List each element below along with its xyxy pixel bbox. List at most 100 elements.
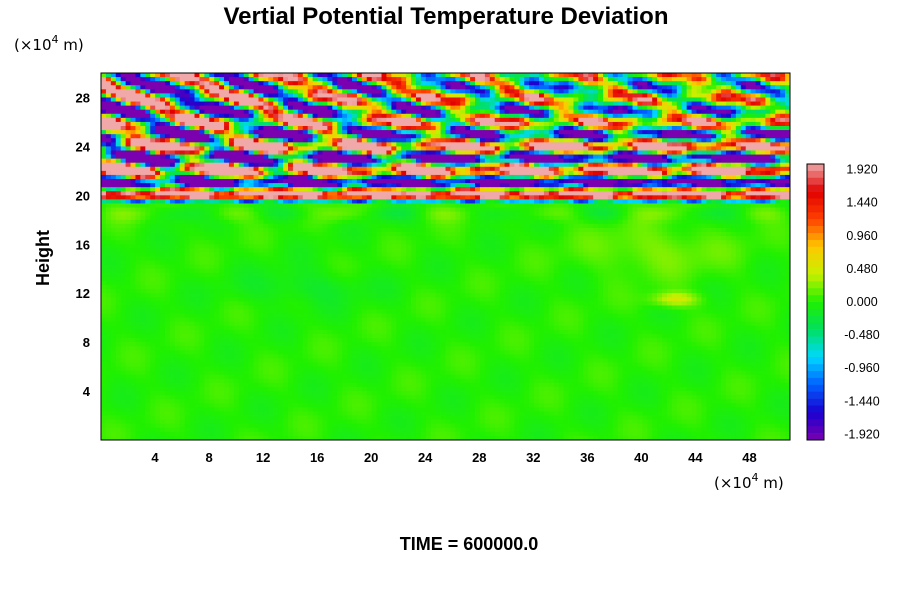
heatmap-cell [686,93,692,98]
heatmap-cell [214,105,220,111]
heatmap-cell [224,134,230,139]
heatmap-cell [371,158,377,164]
heatmap-cell [696,113,702,119]
heatmap-cell [258,150,264,155]
heatmap-cell [568,126,574,131]
heatmap-cell [612,109,619,115]
heatmap-cell [292,101,299,107]
heatmap-cell [258,195,264,200]
heatmap-cell [283,191,289,196]
heatmap-cell [420,77,427,82]
heatmap-cell [391,162,397,168]
heatmap-cell [750,183,756,188]
heatmap-cell [642,97,648,102]
heatmap-cell [706,109,712,115]
heatmap-cell [652,154,658,160]
heatmap-cell [263,166,269,172]
heatmap-cell [199,142,205,147]
heatmap-cell [529,134,535,139]
heatmap-cell [371,113,377,119]
heatmap-cell [775,179,781,184]
heatmap-cell [509,146,515,151]
heatmap-cell [263,146,269,151]
heatmap-cell [730,81,737,86]
heatmap-cell [578,101,584,107]
heatmap-cell [258,105,264,111]
heatmap-cell [706,187,712,192]
heatmap-cell [406,195,412,200]
heatmap-cell [283,85,289,90]
heatmap-cell [740,146,747,151]
heatmap-cell [489,146,496,151]
heatmap-cell [657,134,663,139]
heatmap-cell [593,158,599,164]
heatmap-cell [780,179,786,184]
heatmap-cell [588,126,594,131]
heatmap-cell [780,126,786,131]
heatmap-cell [317,203,323,208]
heatmap-cell [657,93,663,98]
heatmap-cell [233,105,240,111]
heatmap-cell [686,211,692,217]
heatmap-cell [342,203,348,208]
heatmap-cell [238,203,245,208]
heatmap-cell [662,97,668,102]
heatmap-cell [288,146,294,151]
heatmap-cell [450,179,456,184]
heatmap-cell [214,215,220,221]
heatmap-cell [401,73,407,78]
heatmap-cell [278,195,284,200]
heatmap-cell [169,146,176,151]
heatmap-cell [356,77,363,82]
heatmap-cell [371,191,377,196]
heatmap-cell [125,191,131,196]
heatmap-cell [342,134,348,139]
heatmap-cell [194,215,200,221]
heatmap-cell [317,174,323,180]
heatmap-cell [135,150,141,155]
heatmap-cell [120,81,127,86]
heatmap-cell [583,142,589,147]
heatmap-cell [617,109,624,115]
heatmap-cell [327,158,333,164]
heatmap-cell [494,195,501,200]
heatmap-cell [415,138,422,143]
heatmap-cell [297,154,304,160]
heatmap-cell [568,142,574,147]
heatmap-cell [430,142,437,147]
heatmap-cell [302,166,309,172]
heatmap-cell [706,162,712,168]
heatmap-cell [760,179,766,184]
heatmap-cell [371,117,377,123]
heatmap-cell [632,170,638,176]
heatmap-cell [302,138,309,143]
heatmap-cell [317,101,323,107]
heatmap-cell [297,183,304,188]
heatmap-cell [676,77,683,82]
heatmap-cell [539,121,545,127]
heatmap-cell [760,77,766,82]
heatmap-cell [745,191,752,196]
heatmap-cell [440,134,446,139]
heatmap-cell [470,199,476,204]
heatmap-cell [578,166,584,172]
heatmap-cell [632,81,638,86]
heatmap-cell [770,130,776,135]
heatmap-cell [199,211,205,217]
heatmap-cell [115,195,122,200]
heatmap-cell [347,97,353,102]
heatmap-cell [150,117,156,123]
heatmap-cell [140,203,146,208]
heatmap-cell [243,207,250,213]
heatmap-cell [381,211,387,217]
heatmap-cell [588,142,594,147]
heatmap-cell [612,101,619,107]
heatmap-cell [750,150,756,155]
heatmap-cell [627,174,633,180]
heatmap-cell [721,191,727,196]
heatmap-cell [219,170,225,176]
heatmap-cell [204,154,210,160]
heatmap-cell [292,126,299,131]
heatmap-cell [701,73,707,78]
heatmap-cell [745,154,752,160]
